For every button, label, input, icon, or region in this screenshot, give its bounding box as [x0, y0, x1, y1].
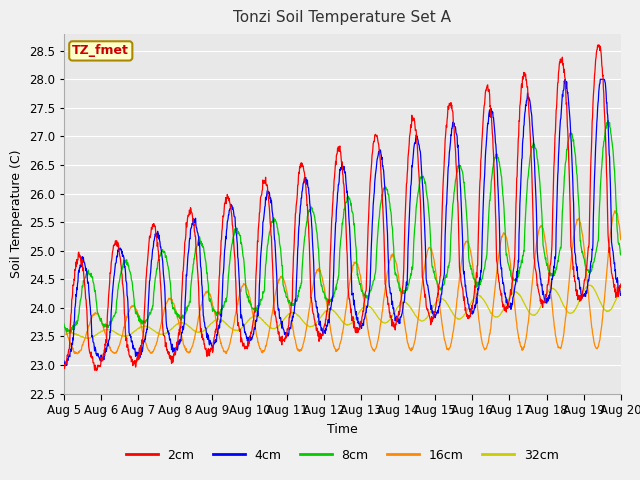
- Text: TZ_fmet: TZ_fmet: [72, 44, 129, 58]
- X-axis label: Time: Time: [327, 422, 358, 435]
- Title: Tonzi Soil Temperature Set A: Tonzi Soil Temperature Set A: [234, 11, 451, 25]
- Y-axis label: Soil Temperature (C): Soil Temperature (C): [10, 149, 23, 278]
- Legend: 2cm, 4cm, 8cm, 16cm, 32cm: 2cm, 4cm, 8cm, 16cm, 32cm: [122, 444, 563, 467]
